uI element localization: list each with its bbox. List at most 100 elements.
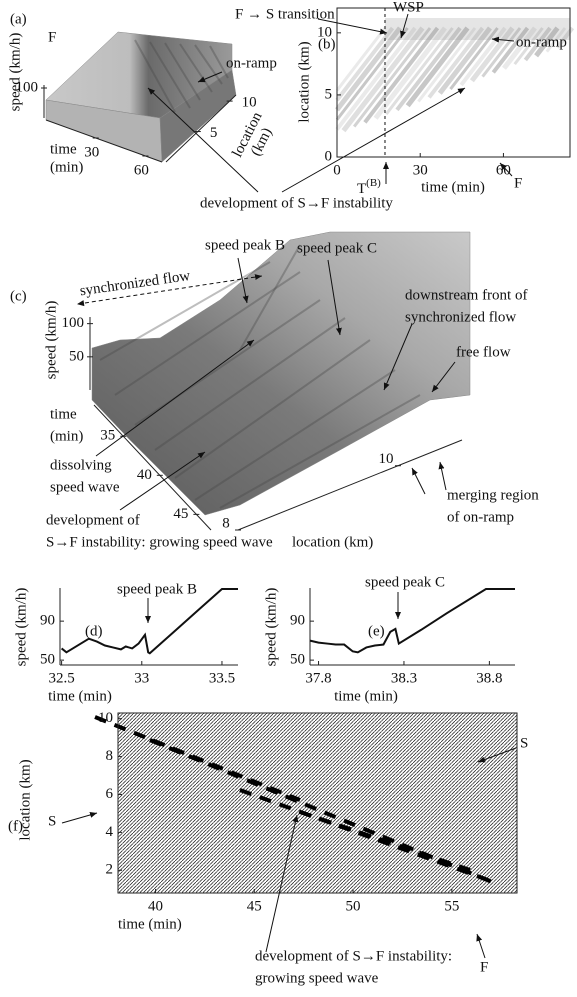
plot-bg [337, 8, 570, 157]
annotation: development of S→F instability: [255, 948, 452, 964]
panel-label: (e) [368, 623, 385, 639]
annotation: speed peak C [365, 574, 445, 590]
surface-ridge [219, 394, 421, 509]
y-tick-label: 4 [106, 824, 114, 840]
arrow [491, 36, 515, 43]
density-streak [417, 27, 477, 103]
density-streak [385, 27, 454, 115]
x-tick-label: 40 [137, 467, 152, 483]
surface-ridge [154, 317, 346, 451]
y-tick-label: 8 [222, 515, 230, 531]
x-tick-label: 0 [333, 162, 341, 178]
annotation: free flow [456, 344, 511, 360]
x-tick-label: 55 [444, 898, 459, 914]
y-axis [165, 94, 237, 163]
y-axis-label: location (km) [17, 759, 33, 840]
z-axis-label-group: speed (km/h) [7, 33, 23, 112]
y-tick-label: 90 [290, 613, 305, 629]
top-band [385, 18, 570, 40]
x-axis-label: time [50, 406, 77, 422]
arrow [477, 747, 517, 763]
annotation: synchronized flow [79, 268, 192, 299]
arrow [197, 71, 223, 83]
annotation: synchronized flow [405, 309, 516, 325]
annotation: S [48, 813, 56, 829]
x-tick-label: 35 [100, 428, 115, 444]
jam-stripe [299, 810, 471, 872]
annotation: F → S transition [235, 6, 335, 22]
x-tick-label: 30 [84, 144, 99, 160]
density-streak [545, 27, 567, 53]
y-axis [237, 439, 463, 531]
annotation: merging region [447, 487, 539, 503]
x-axis-label: (min) [50, 159, 83, 175]
x-tick-label: 45 [247, 898, 262, 914]
panel-label: (c) [10, 288, 27, 304]
y-tick-label: 10 [379, 451, 394, 467]
surface-ridge [114, 271, 301, 396]
density-streak [363, 26, 440, 124]
arrow [400, 13, 409, 39]
density-streak [502, 26, 537, 70]
density-streak [481, 27, 522, 78]
y-axis-label-group: location (km) [296, 41, 312, 122]
y-axis-label: speed (km/h) [13, 588, 29, 667]
plot-frame [336, 7, 571, 158]
surface-ridge [174, 339, 371, 479]
density-streak [373, 26, 447, 120]
surface-ridge [179, 43, 213, 93]
y-tick-label: 10 [98, 710, 113, 726]
x-tick-label: 45 [173, 506, 188, 522]
panel-label: (f) [8, 818, 23, 834]
x-tick-label: 38.3 [391, 670, 417, 686]
y-tick-label: 2 [106, 862, 114, 878]
panel-label: (a) [10, 11, 27, 27]
y-tick-label: 50 [290, 652, 305, 668]
arrow [411, 467, 426, 495]
y-tick-label: 5 [325, 86, 333, 102]
y-axis-label: location (km) [296, 41, 312, 122]
density-streak [534, 26, 560, 58]
annotation: of on-ramp [447, 509, 514, 525]
x-tick-label: 40 [148, 898, 163, 914]
x-tick-label: 60 [496, 162, 511, 178]
x-axis [93, 404, 212, 531]
annotation: speed peak C [297, 240, 377, 256]
density-streak [449, 27, 499, 91]
arrow [265, 814, 299, 953]
speed-line [60, 587, 238, 655]
speed-line [309, 587, 515, 654]
annotation: speed peak B [205, 237, 285, 253]
density-streak [335, 27, 387, 92]
x-axis [45, 119, 163, 163]
annotation: S→F instability: growing speed wave [46, 534, 273, 550]
arrow [317, 18, 388, 35]
annotation: development of [46, 512, 140, 528]
arrow [499, 162, 513, 177]
arrow [438, 461, 447, 491]
y-axis-label-group: location(km) [229, 109, 275, 160]
annotation: growing speed wave [255, 970, 379, 986]
density-streak [523, 26, 552, 62]
x-axis-label: (min) [50, 428, 83, 444]
y-axis-label-group: speed (km/h) [263, 588, 279, 667]
marker-label-sup: (B) [366, 177, 381, 189]
y-axis-label-group: speed (km/h) [13, 588, 29, 667]
annotation: on-ramp [516, 34, 567, 50]
y-tick-label: 10 [317, 24, 332, 40]
surface [91, 231, 471, 516]
x-axis-label: time [50, 141, 77, 157]
x-axis-label: time (min) [421, 179, 485, 195]
density-streak [353, 27, 432, 128]
arrow [327, 259, 342, 336]
arrow [147, 87, 259, 193]
marker-label: T(B) [357, 177, 381, 198]
arrow [119, 451, 206, 511]
y-axis-label-group: location (km) [17, 759, 33, 840]
density-streak [437, 26, 492, 95]
arrow [431, 361, 456, 393]
panel-label: (d) [85, 623, 103, 639]
annotation: speed wave [50, 479, 120, 495]
